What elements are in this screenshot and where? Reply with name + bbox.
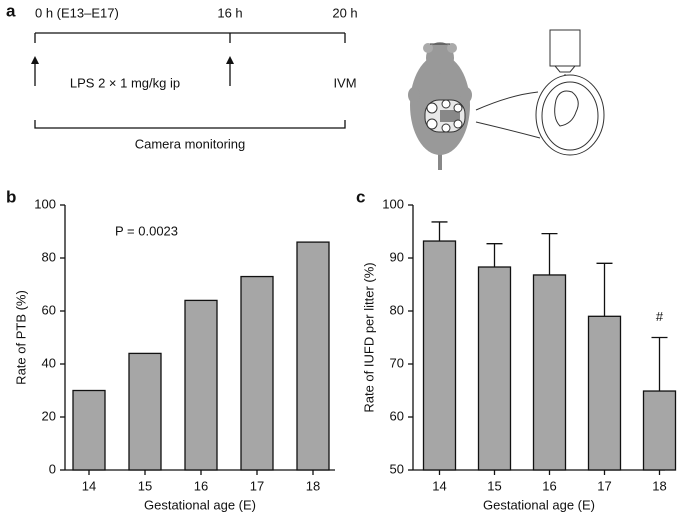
bar xyxy=(477,266,512,471)
bar xyxy=(422,240,457,471)
x-tick-label: 17 xyxy=(597,478,611,493)
y-tick-label: 70 xyxy=(390,355,404,370)
y-tick-label: 40 xyxy=(42,355,56,370)
bar xyxy=(128,352,162,471)
y-tick-label: 0 xyxy=(49,461,56,476)
mouse-illustration xyxy=(408,29,605,170)
bar xyxy=(587,315,622,471)
annotation: # xyxy=(656,309,664,324)
y-axis-label: Rate of IUFD per litter (%) xyxy=(361,262,376,412)
monitoring-label: Camera monitoring xyxy=(135,136,246,151)
y-tick-label: 60 xyxy=(390,408,404,423)
panel-label: a xyxy=(6,1,16,20)
bar xyxy=(296,241,330,471)
time-label: 16 h xyxy=(217,5,242,20)
y-tick-label: 90 xyxy=(390,249,404,264)
x-tick-label: 16 xyxy=(194,478,208,493)
x-axis-label: Gestational age (E) xyxy=(144,497,256,512)
panel-label: b xyxy=(6,187,16,206)
error-bar xyxy=(486,243,503,268)
y-tick-label: 60 xyxy=(42,302,56,317)
bar xyxy=(240,275,274,471)
x-tick-label: 14 xyxy=(432,478,446,493)
y-axis-label: Rate of PTB (%) xyxy=(13,290,28,385)
time-label: 0 h (E13–E17) xyxy=(35,5,119,20)
x-tick-label: 17 xyxy=(250,478,264,493)
timeline xyxy=(31,32,346,129)
x-tick-label: 18 xyxy=(652,478,666,493)
error-bar xyxy=(596,262,613,317)
bar xyxy=(72,389,106,471)
time-label: 20 h xyxy=(332,5,357,20)
y-tick-label: 50 xyxy=(390,461,404,476)
treatment-label: LPS 2 × 1 mg/kg ip xyxy=(70,75,180,90)
x-axis-label: Gestational age (E) xyxy=(483,497,595,512)
x-tick-label: 15 xyxy=(487,478,501,493)
error-bar xyxy=(651,336,668,392)
x-tick-label: 16 xyxy=(542,478,556,493)
x-tick-label: 14 xyxy=(82,478,96,493)
y-tick-label: 80 xyxy=(390,302,404,317)
x-tick-label: 15 xyxy=(138,478,152,493)
y-tick-label: 100 xyxy=(382,196,404,211)
annotation: P = 0.0023 xyxy=(115,223,178,238)
y-tick-label: 20 xyxy=(42,408,56,423)
bar xyxy=(184,299,218,471)
bar xyxy=(532,274,567,471)
x-tick-label: 18 xyxy=(306,478,320,493)
error-bar xyxy=(431,221,448,242)
y-tick-label: 80 xyxy=(42,249,56,264)
panel-label: c xyxy=(356,187,365,206)
bar xyxy=(642,390,677,471)
y-tick-label: 100 xyxy=(34,196,56,211)
error-bar xyxy=(541,232,558,275)
imaging-label: IVM xyxy=(333,75,356,90)
